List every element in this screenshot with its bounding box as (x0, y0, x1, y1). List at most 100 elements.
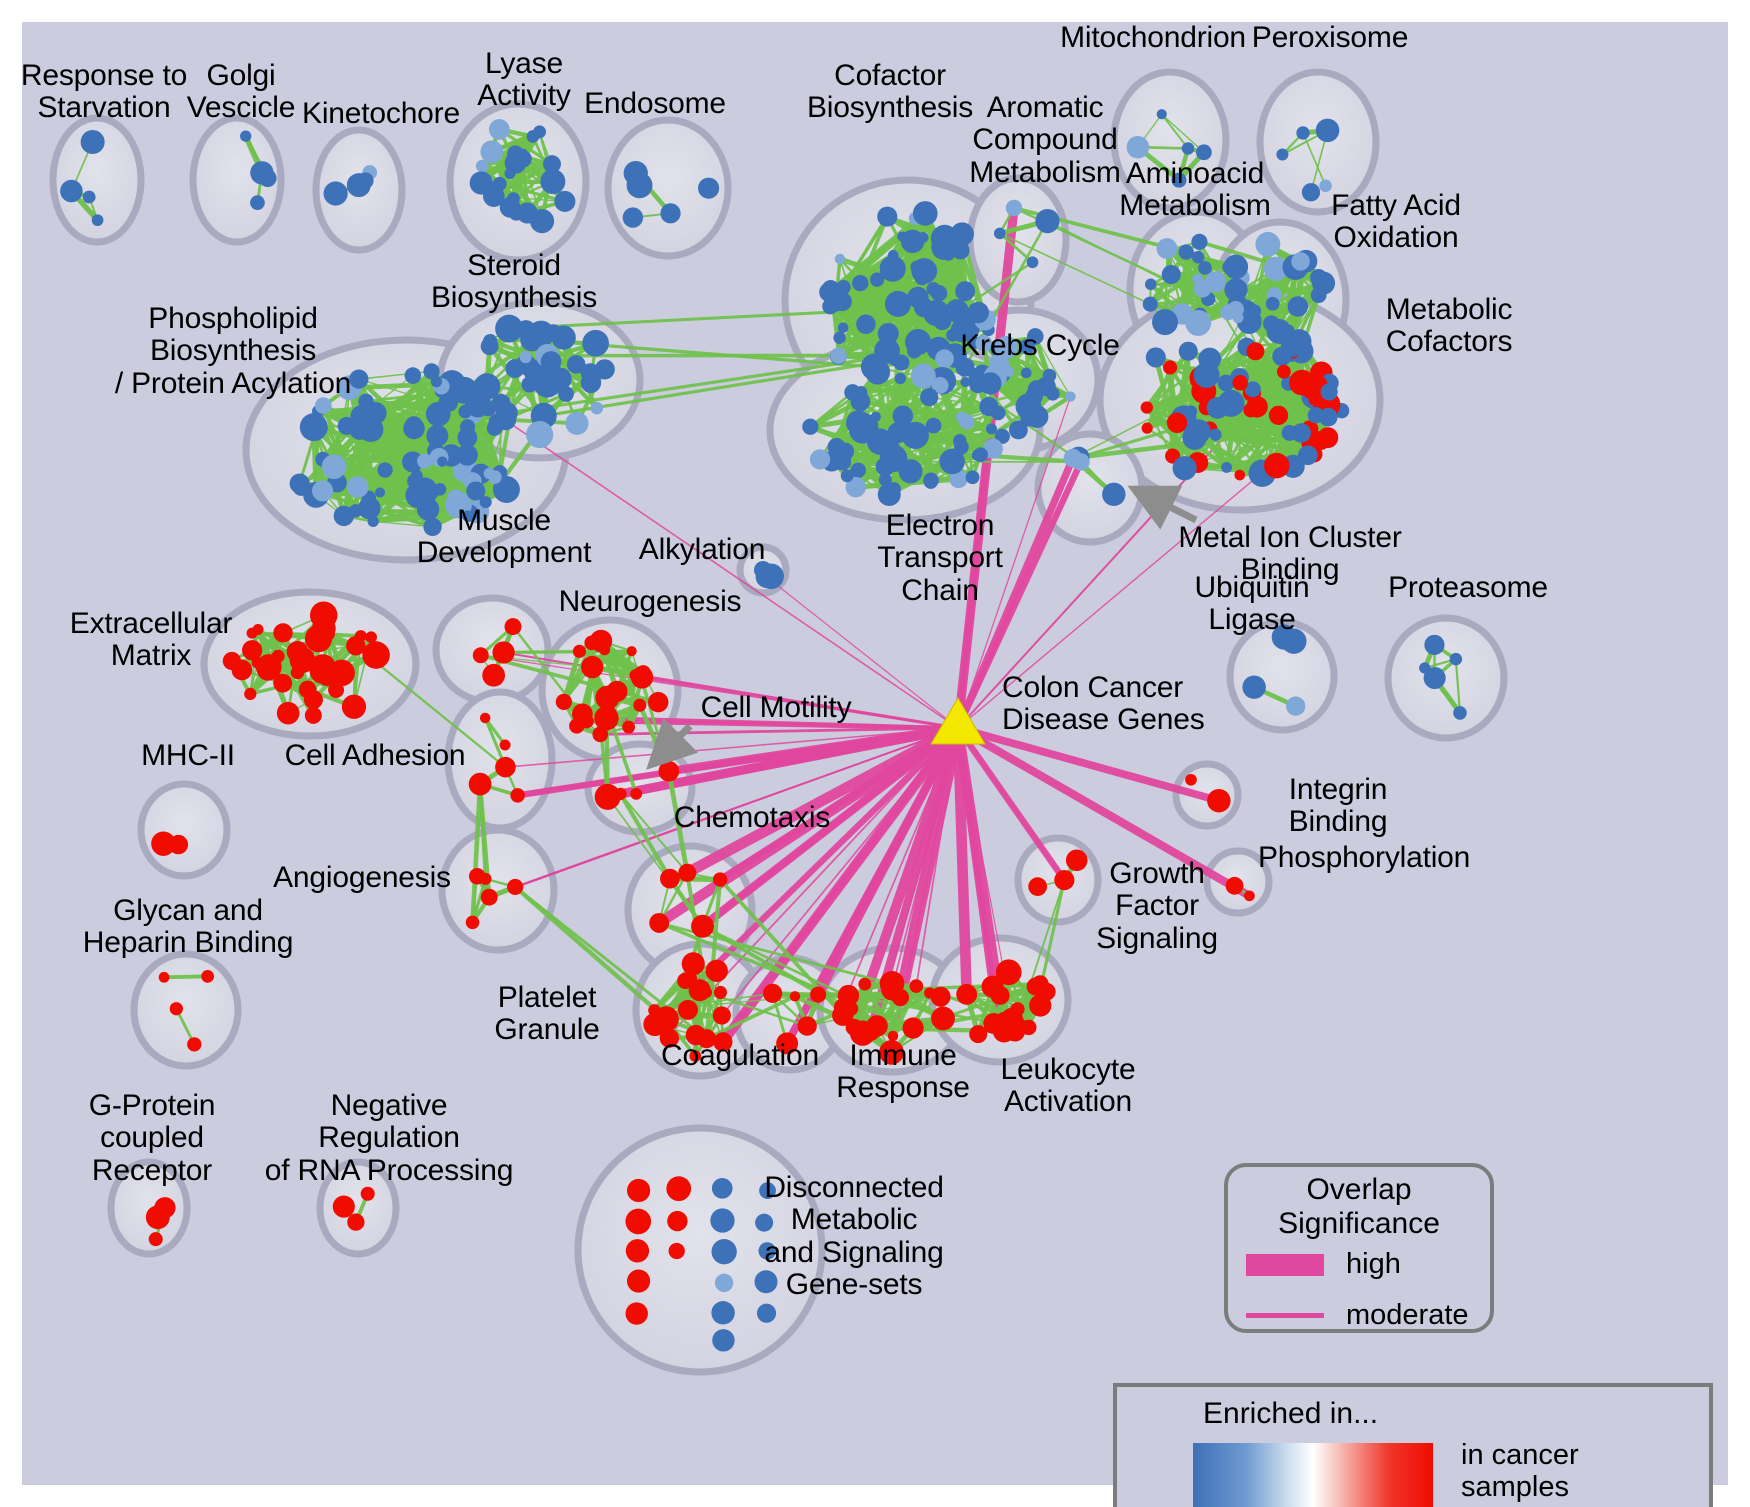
gene-set-node[interactable] (332, 1195, 355, 1218)
gene-set-node[interactable] (660, 203, 681, 224)
gene-set-node[interactable] (930, 224, 959, 253)
gene-set-node[interactable] (1182, 425, 1207, 450)
gene-set-node[interactable] (658, 760, 680, 782)
gene-set-node[interactable] (667, 1210, 688, 1232)
gene-set-node[interactable] (482, 185, 505, 207)
cluster-blob[interactable] (189, 114, 285, 246)
gene-set-node[interactable] (273, 623, 293, 643)
gene-set-node[interactable] (833, 331, 846, 344)
gene-set-node[interactable] (1042, 368, 1057, 383)
gene-set-node[interactable] (1223, 254, 1249, 280)
gene-set-node[interactable] (758, 1242, 776, 1260)
gene-set-node[interactable] (1027, 380, 1047, 399)
gene-set-node[interactable] (837, 322, 849, 334)
gene-set-node[interactable] (1227, 301, 1244, 318)
gene-set-node[interactable] (1172, 456, 1197, 481)
gene-set-node[interactable] (945, 299, 969, 323)
gene-set-node[interactable] (341, 694, 367, 719)
gene-set-node[interactable] (479, 712, 491, 724)
gene-set-node[interactable] (933, 312, 952, 331)
gene-set-node[interactable] (1424, 634, 1445, 655)
gene-set-node[interactable] (1192, 273, 1204, 285)
gene-set-node[interactable] (830, 347, 847, 364)
gene-set-node[interactable] (1035, 208, 1060, 234)
gene-set-node[interactable] (1281, 425, 1298, 441)
gene-set-node[interactable] (304, 706, 322, 724)
gene-set-node[interactable] (822, 298, 839, 315)
gene-set-node[interactable] (60, 179, 83, 203)
gene-set-node[interactable] (405, 482, 431, 509)
gene-set-node[interactable] (360, 1186, 375, 1201)
gene-set-node[interactable] (827, 437, 846, 456)
gene-set-node[interactable] (681, 952, 705, 976)
gene-set-node[interactable] (985, 423, 998, 435)
gene-set-node[interactable] (309, 654, 337, 681)
gene-set-node[interactable] (1030, 1002, 1043, 1014)
gene-set-node[interactable] (231, 659, 253, 681)
gene-set-node[interactable] (1246, 342, 1265, 361)
gene-set-node[interactable] (950, 318, 974, 343)
gene-set-node[interactable] (951, 235, 964, 248)
gene-set-node[interactable] (483, 467, 495, 480)
gene-set-node[interactable] (475, 159, 489, 173)
gene-set-node[interactable] (465, 915, 480, 930)
gene-set-node[interactable] (756, 1303, 777, 1323)
gene-set-node[interactable] (404, 367, 422, 384)
gene-set-node[interactable] (635, 665, 652, 682)
gene-set-node[interactable] (1263, 256, 1289, 281)
gene-set-node[interactable] (457, 427, 478, 448)
gene-set-node[interactable] (926, 282, 941, 296)
gene-set-node[interactable] (1276, 148, 1289, 161)
gene-set-node[interactable] (91, 214, 104, 227)
gene-set-node[interactable] (625, 1208, 652, 1235)
gene-set-node[interactable] (480, 888, 498, 906)
gene-set-node[interactable] (917, 232, 929, 243)
gene-set-node[interactable] (482, 663, 506, 687)
gene-set-node[interactable] (887, 482, 901, 497)
gene-set-node[interactable] (1026, 256, 1039, 269)
gene-set-node[interactable] (710, 1208, 735, 1233)
gene-set-node[interactable] (1297, 445, 1318, 466)
gene-set-node[interactable] (901, 421, 929, 449)
gene-set-node[interactable] (516, 202, 538, 224)
gene-set-node[interactable] (580, 363, 601, 383)
gene-set-node[interactable] (519, 351, 532, 364)
gene-set-node[interactable] (930, 986, 951, 1007)
gene-set-node[interactable] (462, 510, 473, 522)
gene-set-node[interactable] (423, 517, 442, 537)
gene-set-node[interactable] (625, 1302, 648, 1325)
gene-set-node[interactable] (595, 685, 620, 710)
gene-set-node[interactable] (1315, 118, 1340, 143)
gene-set-node[interactable] (668, 1242, 685, 1260)
gene-set-node[interactable] (346, 476, 369, 498)
gene-set-node[interactable] (582, 329, 609, 357)
gene-set-node[interactable] (1242, 675, 1266, 699)
gene-set-node[interactable] (1209, 428, 1222, 441)
gene-set-node[interactable] (909, 979, 924, 993)
gene-set-node[interactable] (685, 1024, 707, 1046)
gene-set-node[interactable] (468, 772, 492, 796)
gene-set-node[interactable] (633, 698, 647, 712)
gene-set-node[interactable] (705, 959, 728, 982)
gene-set-node[interactable] (649, 912, 670, 933)
gene-set-node[interactable] (898, 459, 923, 484)
gene-set-node[interactable] (1178, 244, 1194, 260)
gene-set-node[interactable] (499, 739, 511, 751)
gene-set-node[interactable] (1287, 296, 1309, 317)
gene-set-node[interactable] (526, 420, 554, 449)
gene-set-node[interactable] (810, 986, 827, 1003)
cluster-blob[interactable] (1256, 68, 1380, 216)
gene-set-node[interactable] (466, 481, 486, 501)
gene-set-node[interactable] (1063, 448, 1083, 468)
gene-set-node[interactable] (879, 1040, 904, 1065)
gene-set-node[interactable] (626, 1178, 651, 1203)
gene-set-node[interactable] (845, 476, 866, 498)
gene-set-node[interactable] (201, 969, 214, 983)
gene-set-node[interactable] (949, 469, 968, 489)
gene-set-node[interactable] (240, 130, 252, 142)
gene-set-node[interactable] (1291, 252, 1310, 271)
gene-set-node[interactable] (907, 286, 929, 309)
gene-set-node[interactable] (554, 190, 576, 212)
gene-set-node[interactable] (925, 417, 942, 434)
gene-set-node[interactable] (789, 991, 801, 1002)
